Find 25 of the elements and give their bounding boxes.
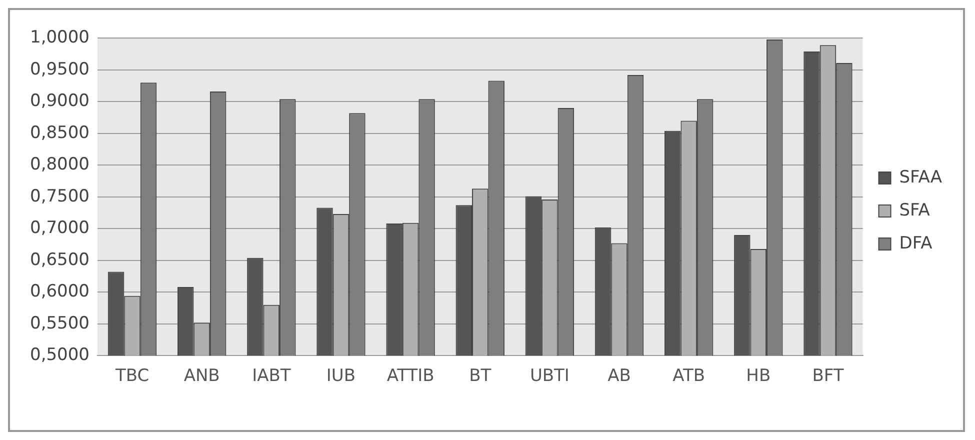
y-tick-label: 0,5500 <box>30 313 90 334</box>
y-tick-label: 0,7500 <box>30 186 90 206</box>
x-tick-label: ANB <box>184 366 220 386</box>
y-tick-label: 0,8000 <box>30 154 90 175</box>
x-tick-label: IABT <box>252 366 292 386</box>
x-tick-label: ATB <box>672 366 706 386</box>
x-tick-label: AB <box>608 366 631 386</box>
y-tick-label: 0,9500 <box>30 59 90 80</box>
legend-label: SFAA <box>899 167 942 188</box>
y-tick-label: 0,5000 <box>30 345 90 366</box>
x-tick-label: UBTI <box>530 366 570 386</box>
x-tick-label: ATTIB <box>386 366 434 386</box>
y-tick-label: 0,6000 <box>30 282 90 302</box>
x-tick-label: HB <box>746 366 771 386</box>
y-tick-label: 0,9000 <box>30 91 90 112</box>
y-tick-label: 1,0000 <box>30 28 90 48</box>
legend-label: SFA <box>899 200 930 220</box>
y-tick-label: 0,8500 <box>30 122 90 143</box>
legend-label: DFA <box>899 233 933 254</box>
x-tick-label: IUB <box>326 366 356 386</box>
x-tick-label: TBC <box>114 366 150 386</box>
y-tick-label: 0,7000 <box>30 218 90 238</box>
x-tick-label: BFT <box>812 366 844 386</box>
x-tick-label: BT <box>469 366 492 386</box>
y-tick-label: 0,6500 <box>30 250 90 270</box>
